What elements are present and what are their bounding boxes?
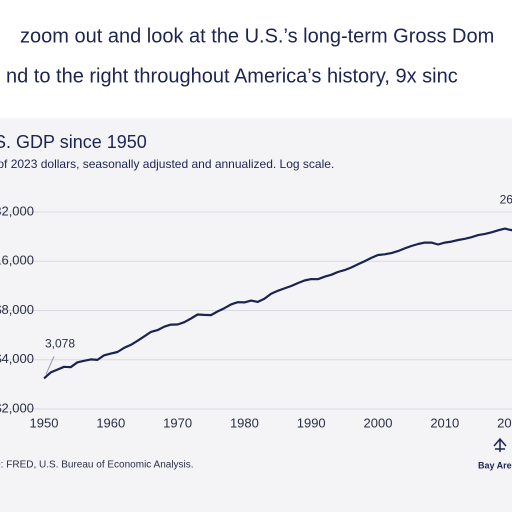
logo-text: Bay Are: [478, 460, 512, 470]
y-tick-label: $16,000: [0, 253, 34, 268]
x-tick-label: 1950: [30, 415, 59, 430]
x-tick-label: 2000: [364, 415, 393, 430]
header-line: nd to the right throughout America’s his…: [6, 65, 458, 87]
header-line: zoom out and look at the U.S.’s long-ter…: [20, 25, 494, 47]
x-tick-label: 1990: [297, 415, 326, 430]
x-tick-label: 2010: [430, 415, 459, 430]
y-tick-label: $32,000: [0, 203, 34, 218]
y-tick-label: $2,000: [0, 400, 34, 415]
logo-icon: [493, 437, 507, 452]
gdp-line: [43, 227, 512, 380]
chart-title: U.S. GDP since 1950: [0, 132, 147, 152]
annotation: 3,078: [45, 337, 75, 351]
annotation: 26,8: [500, 193, 512, 207]
x-tick-label: 1960: [96, 415, 125, 430]
plot: $2,000 $4,000 $8,000 $16,000 $32,000 1950 1960…: [0, 193, 512, 430]
x-tick-label: 2020: [497, 415, 512, 430]
annotation-leader: [45, 356, 55, 375]
chart-subtitle: Billions of 2023 dollars, seasonally adj…: [0, 157, 334, 171]
chart-panel: [0, 118, 512, 512]
x-tick-label: 1980: [230, 415, 259, 430]
x-tick-label: 1970: [163, 415, 192, 430]
source: Source: FRED, U.S. Bureau of Economic An…: [0, 460, 194, 471]
y-tick-label: $8,000: [0, 302, 34, 317]
y-tick-label: $4,000: [0, 351, 34, 366]
